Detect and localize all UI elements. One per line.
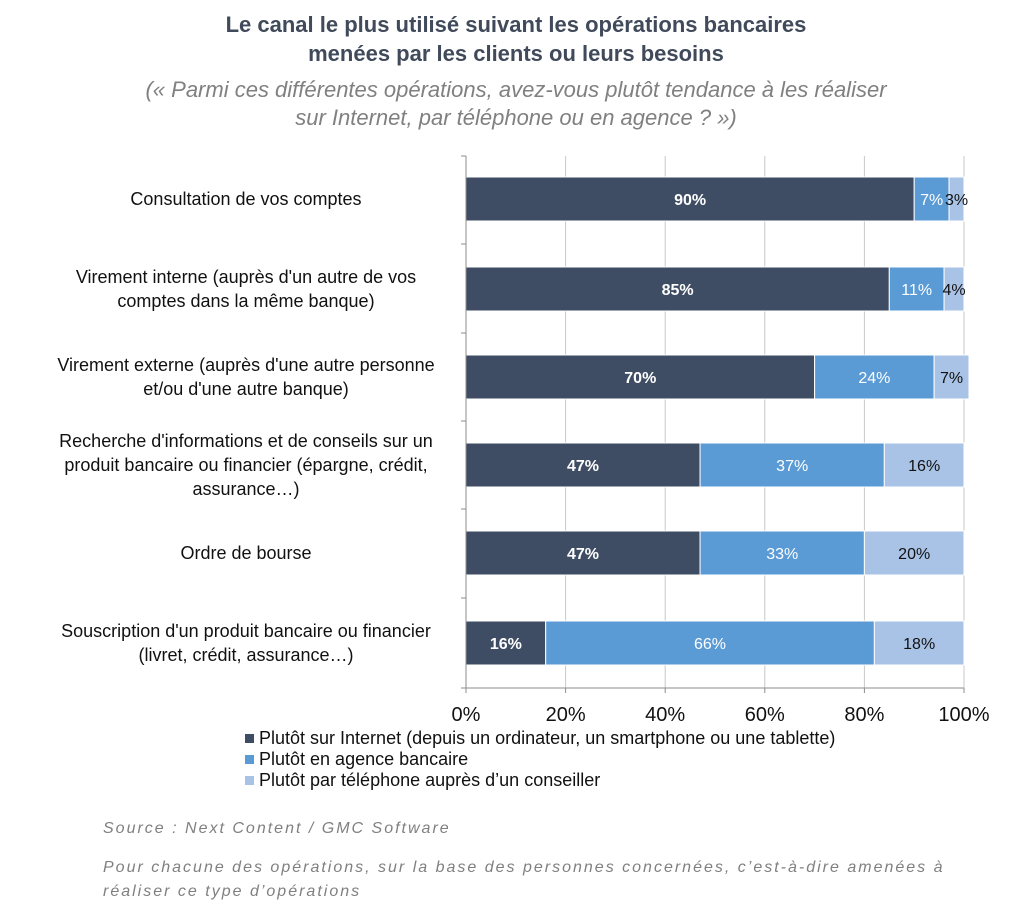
bar-segment bbox=[545, 620, 875, 666]
data-label: 66% bbox=[694, 636, 726, 653]
chart-subtitle: (« Parmi ces différentes opérations, ave… bbox=[0, 76, 1032, 132]
data-label: 20% bbox=[898, 546, 930, 563]
category-label: Virement externe (auprès d'une autre per… bbox=[57, 355, 434, 375]
x-tick-label: 20% bbox=[546, 704, 586, 726]
x-tick-label: 0% bbox=[452, 704, 481, 726]
category-label: Consultation de vos comptes bbox=[130, 189, 361, 209]
bar-segment bbox=[863, 530, 965, 576]
footnote: Pour chacune des opérations, sur la base… bbox=[103, 859, 945, 900]
chart-subtitle-line-2: sur Internet, par téléphone ou en agence… bbox=[295, 105, 737, 130]
category-label: comptes dans la même banque) bbox=[117, 291, 374, 311]
legend-swatch bbox=[245, 755, 254, 764]
category-label: Ordre de bourse bbox=[180, 543, 311, 563]
bar-segment bbox=[465, 354, 816, 400]
bar-segment bbox=[465, 442, 701, 488]
bar-segment bbox=[873, 620, 965, 666]
bar-segment bbox=[948, 176, 965, 222]
x-tick-label: 60% bbox=[745, 704, 785, 726]
legend-swatch bbox=[245, 776, 254, 785]
data-label: 47% bbox=[567, 458, 599, 475]
bar-segment bbox=[699, 530, 865, 576]
data-label: 16% bbox=[490, 636, 522, 653]
chart-title-line-1: Le canal le plus utilisé suivant les opé… bbox=[225, 12, 807, 37]
bar-segment bbox=[913, 176, 950, 222]
bar-segment bbox=[699, 442, 885, 488]
bar-segment bbox=[933, 354, 970, 400]
x-tick-label: 80% bbox=[844, 704, 884, 726]
chart-title: Le canal le plus utilisé suivant les opé… bbox=[0, 10, 1032, 68]
chart-legend: Plutôt sur Internet (depuis un ordinateu… bbox=[245, 728, 835, 791]
legend-item: Plutôt sur Internet (depuis un ordinateu… bbox=[245, 728, 835, 749]
category-label: (livret, crédit, assurance…) bbox=[138, 645, 353, 665]
x-tick-label: 100% bbox=[938, 704, 989, 726]
data-label: 16% bbox=[908, 458, 940, 475]
bar-segment bbox=[943, 266, 965, 312]
data-label: 18% bbox=[903, 636, 935, 653]
data-label: 37% bbox=[776, 458, 808, 475]
chart-subtitle-line-1: (« Parmi ces différentes opérations, ave… bbox=[145, 77, 887, 102]
data-label: 7% bbox=[920, 192, 943, 209]
data-label: 33% bbox=[766, 546, 798, 563]
chart-title-line-2: menées par les clients ou leurs besoins bbox=[308, 41, 724, 66]
category-label: Souscription d'un produit bancaire ou fi… bbox=[61, 621, 431, 641]
legend-item: Plutôt par téléphone auprès d’un conseil… bbox=[245, 770, 835, 791]
category-label: assurance…) bbox=[192, 479, 299, 499]
data-label: 70% bbox=[624, 370, 656, 387]
category-label: Virement interne (auprès d'un autre de v… bbox=[76, 267, 416, 287]
data-label: 4% bbox=[942, 282, 965, 299]
category-label: Recherche d'informations et de conseils … bbox=[59, 431, 433, 451]
category-label: produit bancaire ou financier (épargne, … bbox=[64, 455, 427, 475]
source-note: Source : Next Content / GMC Software bbox=[103, 820, 451, 837]
data-label: 85% bbox=[662, 282, 694, 299]
legend-label: Plutôt en agence bancaire bbox=[259, 749, 469, 769]
data-label: 24% bbox=[858, 370, 890, 387]
x-tick-label: 40% bbox=[645, 704, 685, 726]
category-label: et/ou d'une autre banque) bbox=[143, 379, 349, 399]
data-label: 11% bbox=[901, 282, 932, 299]
legend-item: Plutôt en agence bancaire bbox=[245, 749, 835, 770]
legend-label: Plutôt par téléphone auprès d’un conseil… bbox=[259, 770, 601, 790]
data-label: 90% bbox=[674, 192, 706, 209]
data-label: 3% bbox=[945, 192, 968, 209]
bar-segment bbox=[883, 442, 965, 488]
legend-label: Plutôt sur Internet (depuis un ordinateu… bbox=[259, 728, 836, 748]
legend-swatch bbox=[245, 734, 254, 743]
data-label: 7% bbox=[940, 370, 963, 387]
data-label: 47% bbox=[567, 546, 599, 563]
